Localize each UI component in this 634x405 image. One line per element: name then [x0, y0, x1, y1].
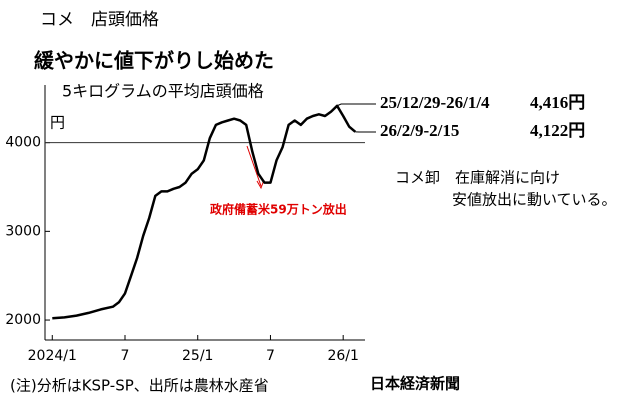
y-tick-label: 4000: [5, 135, 41, 151]
x-tick-label: 2024/1: [28, 348, 77, 364]
comment: 安値放出に動いている。: [452, 191, 617, 209]
chart-title: 緩やかに値下がりし始めた: [34, 49, 274, 73]
y-tick-label: 3000: [5, 223, 41, 239]
y-unit: 円: [50, 114, 65, 132]
callout-leader: [336, 103, 376, 107]
event-arrow: [246, 145, 262, 187]
y-tick-label: 2000: [5, 312, 41, 328]
callout-period: 25/12/29-26/1/4: [380, 93, 490, 112]
x-tick-label: 7: [121, 348, 130, 364]
callout-price: 4,122円: [530, 121, 585, 140]
callout-price: 4,416円: [530, 93, 585, 112]
line: [52, 104, 357, 320]
x-tick-label: 26/1: [327, 348, 358, 364]
footnote: (注)分析はKSP-SP、出所は農林水産省: [10, 377, 269, 395]
kicker: コメ 店頭価格: [40, 10, 159, 30]
source: 日本経済新聞: [370, 375, 460, 393]
comment: コメ卸 在庫解消に向け: [395, 169, 560, 187]
callout-period: 26/2/9-2/15: [380, 121, 459, 140]
x-tick-label: 25/1: [182, 348, 213, 364]
event-note: 政府備蓄米59万トン放出: [210, 202, 347, 217]
x-tick-label: 7: [266, 348, 275, 364]
chart-subtitle: 5キログラムの平均店頭価格: [62, 82, 264, 101]
